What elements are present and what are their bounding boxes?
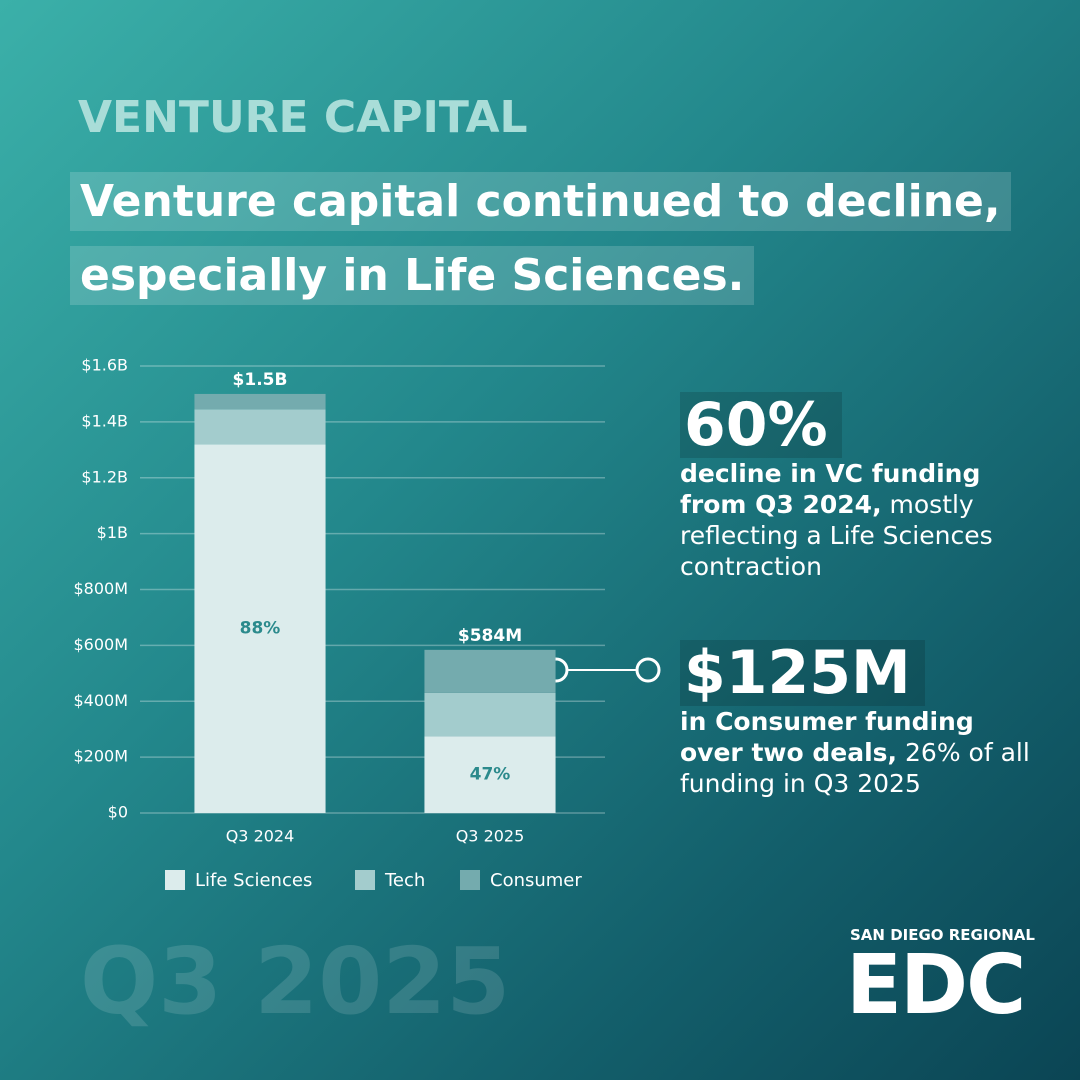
y-tick-label: $400M xyxy=(73,691,128,710)
y-tick-label: $1B xyxy=(97,523,128,542)
callout: 60% decline in VC funding from Q3 2024, … xyxy=(680,392,1040,582)
legend-swatch xyxy=(460,870,480,890)
callout: $125M in Consumer funding over two deals… xyxy=(680,640,1040,799)
y-tick-label: $0 xyxy=(108,803,128,822)
bar-segment xyxy=(424,692,556,737)
connector xyxy=(543,657,661,683)
title-line: Venture capital continued to decline, xyxy=(70,172,1011,231)
y-tick-label: $800M xyxy=(73,579,128,598)
legend-label: Life Sciences xyxy=(195,870,312,891)
y-tick-label: $1.4B xyxy=(81,411,128,430)
x-tick-label: Q3 2025 xyxy=(456,827,525,846)
callout-figure: 60% xyxy=(680,392,842,458)
y-tick-label: $1.6B xyxy=(81,356,128,375)
callout-body: mostly reflecting a Life Sciences contra… xyxy=(680,490,993,581)
share-label: 88% xyxy=(240,619,281,639)
x-tick-label: Q3 2024 xyxy=(226,827,295,846)
bar-segment xyxy=(194,393,326,410)
callout-text: in Consumer funding over two deals, 26% … xyxy=(680,706,1040,799)
y-tick-label: $200M xyxy=(73,747,128,766)
callout-text: decline in VC funding from Q3 2024, most… xyxy=(680,458,1040,582)
legend-swatch xyxy=(355,870,375,890)
y-tick-label: $600M xyxy=(73,635,128,654)
callout-body: 26% of all funding in Q3 2025 xyxy=(680,738,1030,798)
y-tick-label: $1.2B xyxy=(81,467,128,486)
section-label: VENTURE CAPITAL xyxy=(78,92,528,143)
total-label: $584M xyxy=(458,626,522,646)
logo-top: SAN DIEGO REGIONAL xyxy=(850,926,1035,944)
period: Q3 2025 xyxy=(80,928,511,1035)
title-line: especially in Life Sciences. xyxy=(70,246,755,305)
callout-bold: decline in VC funding from Q3 2024, xyxy=(680,459,981,519)
logo: EDC xyxy=(846,938,1026,1033)
bar-segment xyxy=(424,736,556,813)
legend-label: Tech xyxy=(384,870,425,891)
bar-segment xyxy=(194,444,326,813)
legend-label: Consumer xyxy=(490,870,582,891)
callout-figure: $125M xyxy=(680,640,925,706)
bar-segment xyxy=(194,409,326,445)
total-label: $1.5B xyxy=(233,370,288,390)
legend-swatch xyxy=(165,870,185,890)
bar-segment xyxy=(424,649,556,693)
share-label: 47% xyxy=(470,765,511,785)
callout-bold: in Consumer funding over two deals, xyxy=(680,707,974,767)
